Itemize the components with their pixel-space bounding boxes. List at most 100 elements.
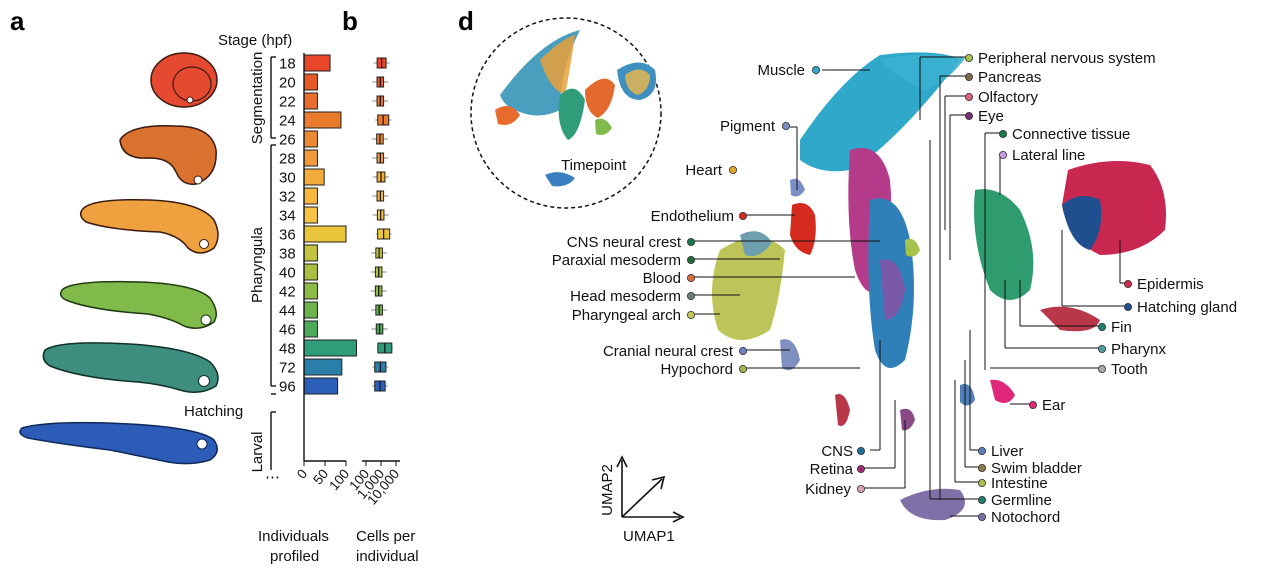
liver-label: Liver — [991, 443, 1024, 460]
axis-b-label-2: individual — [356, 548, 419, 565]
axis-b-label-1: Cells per — [356, 528, 415, 545]
tooth-label: Tooth — [1111, 361, 1148, 378]
paraxial-mesoderm-label: Paraxial mesoderm — [552, 252, 681, 269]
hypochord-label: Hypochord — [660, 361, 733, 378]
individuals-bar-38 — [303, 244, 318, 262]
embryo-body — [79, 198, 219, 254]
individuals-bar-34 — [303, 206, 318, 224]
period-segmentation: Segmentation — [249, 52, 266, 145]
individuals-bar-40 — [303, 263, 318, 281]
individuals-bars — [303, 53, 357, 461]
inset-blobs — [495, 30, 656, 187]
head-mesoderm-label: Head mesoderm — [570, 288, 681, 305]
pharynx-marker — [1098, 344, 1107, 353]
cns-marker — [857, 446, 866, 455]
eye-label: Eye — [978, 108, 1004, 125]
stage-label-48: 48 — [279, 341, 296, 358]
individuals-bar-36 — [303, 225, 347, 243]
blood-marker — [687, 273, 696, 282]
liver-marker — [978, 446, 987, 455]
stage-label-96: 96 — [279, 379, 296, 396]
connector-lines — [693, 56, 1127, 517]
stage-label-34: 34 — [279, 208, 296, 225]
cns-neural-crest-label: CNS neural crest — [567, 234, 682, 251]
individuals-bar-18 — [303, 54, 331, 72]
timepoint-inset — [470, 17, 662, 209]
panel-label-a: a — [10, 6, 25, 36]
ear-marker — [1029, 400, 1038, 409]
hatching-gland-label: Hatching gland — [1137, 299, 1237, 316]
left-cluster-labels: Muscle Pigment Heart Endothelium CNS neural … — [552, 62, 866, 498]
embryo-body — [59, 280, 217, 329]
muscle-label: Muscle — [757, 62, 805, 79]
hatching-gland-marker — [1124, 302, 1133, 311]
embryo-illustrations — [19, 52, 219, 465]
stage-label-42: 42 — [279, 284, 296, 301]
intestine-marker — [978, 478, 987, 487]
swim-bladder-marker — [978, 463, 987, 472]
umap-axes — [616, 455, 685, 523]
top-cluster-labels: Peripheral nervous system Pancreas Olfacto… — [965, 50, 1156, 164]
intestine-label: Intestine — [991, 475, 1048, 492]
umap-clusters — [711, 52, 1166, 521]
endothelium-marker — [739, 211, 748, 220]
embryo-body — [19, 421, 218, 465]
notochord-marker — [978, 513, 987, 522]
pigment-marker — [782, 122, 791, 131]
peripheral-nervous-system-marker — [965, 54, 974, 63]
swim-bladder-label: Swim bladder — [991, 460, 1082, 477]
pharyngeal-arch-marker — [687, 310, 696, 319]
pancreas-label: Pancreas — [978, 69, 1041, 86]
cranial-neural-crest-marker — [739, 346, 748, 355]
individuals-bar-48 — [303, 339, 357, 357]
olfactory-label: Olfactory — [978, 89, 1039, 106]
head-mesoderm-marker — [687, 291, 696, 300]
stage-labels: 18 20 22 24 26 28 30 32 34 36 38 40 42 44 46 48 72 96 — [279, 56, 296, 396]
hypochord-marker — [739, 364, 748, 373]
individuals-bar-42 — [303, 282, 318, 300]
endothelium-cluster — [790, 202, 816, 255]
retina-label: Retina — [810, 461, 854, 478]
individuals-bar-96 — [303, 377, 339, 395]
stage-label-24: 24 — [279, 113, 296, 130]
individuals-bar-44 — [303, 301, 318, 319]
epidermis-marker — [1124, 279, 1133, 288]
hatching-gland-cluster — [1062, 196, 1102, 250]
right-cluster-labels: Epidermis Hatching gland Fin Pharynx Tooth Ea… — [1029, 276, 1237, 414]
individuals-bar-24 — [303, 111, 342, 129]
lateral-line-marker — [999, 150, 1008, 159]
pharynx-label: Pharynx — [1111, 341, 1167, 358]
embryo-body — [119, 125, 217, 185]
tick-50: 50 — [310, 466, 331, 487]
panel-label-d: d — [458, 6, 474, 36]
pancreas-marker — [965, 73, 974, 82]
heart-label: Heart — [685, 162, 723, 179]
stage-label-36: 36 — [279, 227, 296, 244]
axis-a-label-1: Individuals — [258, 528, 329, 545]
individuals-bar-46 — [303, 320, 318, 338]
period-larval: Larval — [249, 432, 266, 473]
cranial-neural-crest-label: Cranial neural crest — [603, 343, 734, 360]
pharyngeal-arch-label: Pharyngeal arch — [572, 307, 681, 324]
stage-label-20: 20 — [279, 75, 296, 92]
blood-label: Blood — [643, 270, 681, 287]
embryo-72hpf — [19, 421, 218, 465]
ear-cluster — [990, 379, 1015, 404]
stage-label-38: 38 — [279, 246, 296, 263]
connective-tissue-cluster — [974, 189, 1034, 300]
stage-label-40: 40 — [279, 265, 296, 282]
notochord-label: Notochord — [991, 509, 1060, 526]
embryo-24hpf — [119, 125, 217, 185]
connective-tissue-marker — [999, 129, 1008, 138]
tick-0: 0 — [294, 466, 310, 481]
retina-cluster — [835, 394, 850, 426]
individuals-bar-28 — [303, 149, 318, 167]
muscle-marker — [812, 66, 821, 75]
period-pharyngula: Pharyngula — [249, 226, 266, 303]
cns-neural-crest-marker — [687, 237, 696, 246]
peripheral-nervous-system-label: Peripheral nervous system — [978, 50, 1156, 67]
stage-label-28: 28 — [279, 151, 296, 168]
germline-label: Germline — [991, 492, 1052, 509]
embryo-body — [42, 342, 219, 393]
